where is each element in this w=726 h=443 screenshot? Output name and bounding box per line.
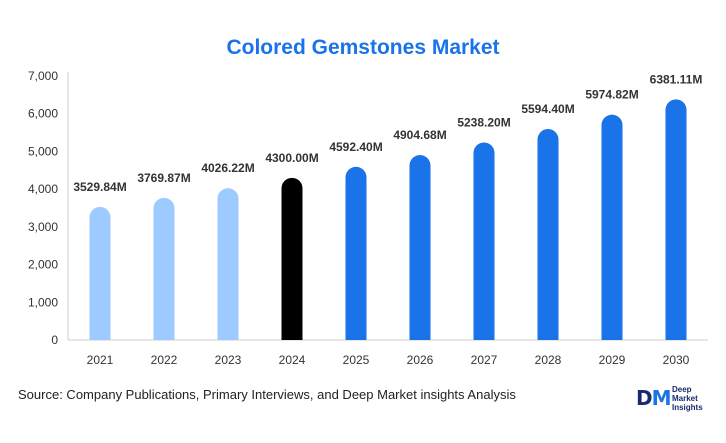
logo-line-1: Deep [672,385,692,394]
x-tick-label: 2023 [215,353,242,367]
data-label-2025: 4592.40M [329,140,382,154]
logo-line-3: Insights [672,403,703,412]
y-tick-label: 4,000 [28,182,58,196]
bar-2026 [409,155,431,340]
bar-2021 [89,206,111,340]
bar-2025 [345,166,367,340]
x-tick-label: 2030 [663,353,690,367]
x-tick-label: 2026 [407,353,434,367]
y-axis: 0 1,000 2,000 3,000 4,000 5,000 6,000 7,000 [28,69,69,347]
x-tick-label: 2021 [87,353,114,367]
y-tick-label: 2,000 [28,258,58,272]
y-tick-label: 7,000 [28,69,58,83]
logo-mark: DM [636,386,672,410]
data-label-2028: 5594.40M [521,102,574,116]
bar-2023 [217,188,239,340]
data-label-2021: 3529.84M [73,180,126,194]
bar-2027 [473,142,495,340]
chart-title: Colored Gemstones Market [226,36,500,59]
y-tick-label: 0 [51,333,58,347]
source-text: : Company Publications, Primary Intervie… [59,387,516,402]
bar-2022 [153,197,175,340]
logo-text: Deep Market Insights [672,385,703,412]
data-label-2030: 6381.11M [650,72,703,86]
data-label-2024: 4300.00M [265,151,318,165]
data-label-2023: 4026.22M [201,161,254,175]
data-label-2027: 5238.20M [457,115,510,129]
data-label-2022: 3769.87M [137,171,190,185]
bar-2029 [601,114,623,340]
bars [89,99,687,340]
x-tick-label: 2025 [343,353,370,367]
data-labels: 3529.84M 3769.87M 4026.22M 4300.00M 4592.40M… [73,72,702,194]
bar-2024 [281,177,303,340]
data-label-2029: 5974.82M [585,88,638,102]
company-logo: DM Deep Market Insights [636,383,720,415]
bar-2028 [537,129,559,340]
y-tick-label: 5,000 [28,144,58,158]
y-tick-label: 6,000 [28,107,58,121]
x-tick-label: 2022 [151,353,178,367]
logo-mark-m: M [651,386,672,410]
y-tick-label: 1,000 [28,295,58,309]
x-tick-label: 2029 [599,353,626,367]
x-tick-label: 2028 [535,353,562,367]
x-axis: 2021 2022 2023 2024 2025 2026 2027 2028 2029 2030 [68,339,708,367]
data-label-2026: 4904.68M [393,128,446,142]
source-note: Source: Company Publications, Primary In… [18,387,516,402]
x-tick-label: 2024 [279,353,306,367]
logo-line-2: Market [672,394,698,403]
bar-2030 [665,99,687,340]
logo-mark-d: D [636,386,653,410]
y-tick-label: 3,000 [28,220,58,234]
x-tick-label: 2027 [471,353,498,367]
source-label: Source [18,387,60,402]
